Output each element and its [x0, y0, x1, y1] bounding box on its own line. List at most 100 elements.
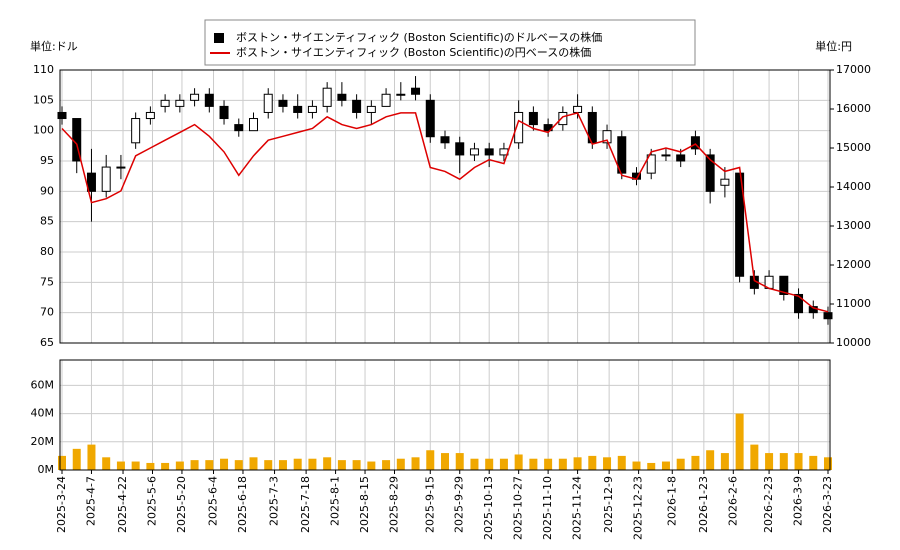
candle-body — [425, 99, 435, 138]
y-tick-label: 20M — [31, 435, 55, 448]
candle-body — [558, 111, 568, 126]
volume-bar — [308, 458, 317, 470]
candle-body — [514, 111, 524, 144]
candle-body — [455, 142, 465, 156]
x-tick-label: 2025-8-1 — [329, 476, 342, 526]
x-tick-label: 2026-3-9 — [792, 476, 805, 526]
volume-bar — [588, 455, 597, 470]
candle-body — [676, 154, 686, 162]
candle-body — [204, 93, 214, 107]
volume-bar — [735, 413, 744, 470]
volume-bar — [234, 460, 243, 470]
y2-tick-label: 14000 — [836, 180, 871, 193]
volume-bar — [794, 453, 803, 470]
volume-bar — [750, 444, 759, 470]
y-tick-label: 75 — [40, 275, 54, 288]
x-tick-label: 2026-2-23 — [762, 476, 775, 533]
candle-body — [101, 166, 111, 192]
volume-bar — [58, 455, 66, 470]
volume-bar — [382, 460, 391, 470]
candle-body — [337, 93, 347, 101]
candle-body — [160, 99, 170, 107]
volume-bar — [706, 450, 715, 470]
volume-bar — [161, 462, 170, 470]
y-tick-label: 95 — [40, 154, 54, 167]
candle-body — [602, 130, 612, 144]
candle-body — [249, 118, 258, 132]
volume-bar — [529, 458, 538, 470]
candle-body — [794, 293, 804, 314]
x-tick-label: 2025-9-29 — [453, 476, 466, 533]
volume-bar — [131, 461, 140, 470]
volume-bar — [824, 457, 832, 470]
legend-label: ボストン・サイエンティフィック (Boston Scientific)の円ベース… — [236, 45, 591, 59]
x-tick-label: 2025-3-24 — [55, 476, 68, 533]
legend-label: ボストン・サイエンティフィック (Boston Scientific)のドルベー… — [236, 30, 602, 44]
y-tick-label: 65 — [40, 336, 54, 349]
candle-body — [234, 124, 244, 132]
legend-swatch — [214, 33, 224, 43]
y-axis-label: 単位:ドル — [30, 39, 78, 53]
x-tick-label: 2025-4-7 — [84, 476, 97, 526]
volume-bar — [146, 462, 155, 470]
y-tick-label: 70 — [40, 306, 54, 319]
candle-body — [293, 105, 303, 113]
x-tick-label: 2026-1-23 — [697, 476, 710, 533]
volume-bar — [632, 461, 641, 470]
x-tick-label: 2025-6-4 — [207, 476, 220, 526]
y2-tick-label: 16000 — [836, 102, 871, 115]
candle-body — [116, 166, 126, 169]
x-tick-label: 2025-7-3 — [268, 476, 281, 526]
volume-bar — [720, 453, 729, 470]
x-tick-label: 2025-9-15 — [423, 476, 436, 533]
volume-bar — [72, 448, 81, 470]
x-tick-label: 2026-2-6 — [726, 476, 739, 526]
y-tick-label: 100 — [33, 124, 54, 137]
volume-bar — [647, 462, 656, 470]
candle-body — [381, 93, 391, 107]
x-tick-label: 2025-12-9 — [602, 476, 615, 533]
volume-bar — [455, 453, 464, 470]
volume-bar — [249, 457, 258, 470]
volume-bar — [603, 457, 612, 470]
volume-bar — [175, 461, 184, 470]
candle-body — [278, 99, 288, 107]
candle-body — [322, 87, 332, 107]
volume-bar — [220, 458, 229, 470]
candle-body — [705, 154, 715, 192]
y-tick-label: 110 — [33, 63, 54, 76]
volume-bar — [765, 453, 774, 470]
volume-bar — [499, 458, 508, 470]
candle-body — [661, 154, 671, 157]
volume-bar — [661, 461, 670, 470]
line-series — [61, 112, 829, 313]
y-tick-label: 40M — [31, 407, 55, 420]
y2-tick-label: 17000 — [836, 63, 871, 76]
candle-body — [190, 93, 200, 101]
candle-body — [823, 312, 833, 320]
y-tick-label: 90 — [40, 184, 54, 197]
volume-bar — [573, 457, 582, 470]
candle-body — [352, 99, 362, 113]
x-tick-label: 2025-11-10 — [541, 476, 554, 540]
volume-bar — [411, 457, 420, 470]
volume-bar — [205, 460, 214, 470]
y-tick-label: 60M — [31, 378, 55, 391]
x-tick-label: 2025-5-6 — [145, 476, 158, 526]
candle-body — [396, 93, 406, 96]
volume-bar — [779, 453, 788, 470]
volume-bar — [558, 458, 567, 470]
volume-bar — [441, 453, 449, 470]
volume-bar — [278, 460, 287, 470]
volume-bar — [676, 458, 685, 470]
candle-body — [469, 148, 479, 156]
volume-bar — [293, 458, 302, 470]
y-tick-label: 105 — [33, 93, 54, 106]
candle-body — [307, 105, 317, 113]
volume-bar — [323, 457, 332, 470]
volume-bar — [87, 444, 96, 470]
volume-bar — [264, 460, 273, 470]
y-tick-label: 0M — [38, 463, 55, 476]
legend-box — [204, 19, 696, 66]
plot-frame — [59, 359, 831, 471]
